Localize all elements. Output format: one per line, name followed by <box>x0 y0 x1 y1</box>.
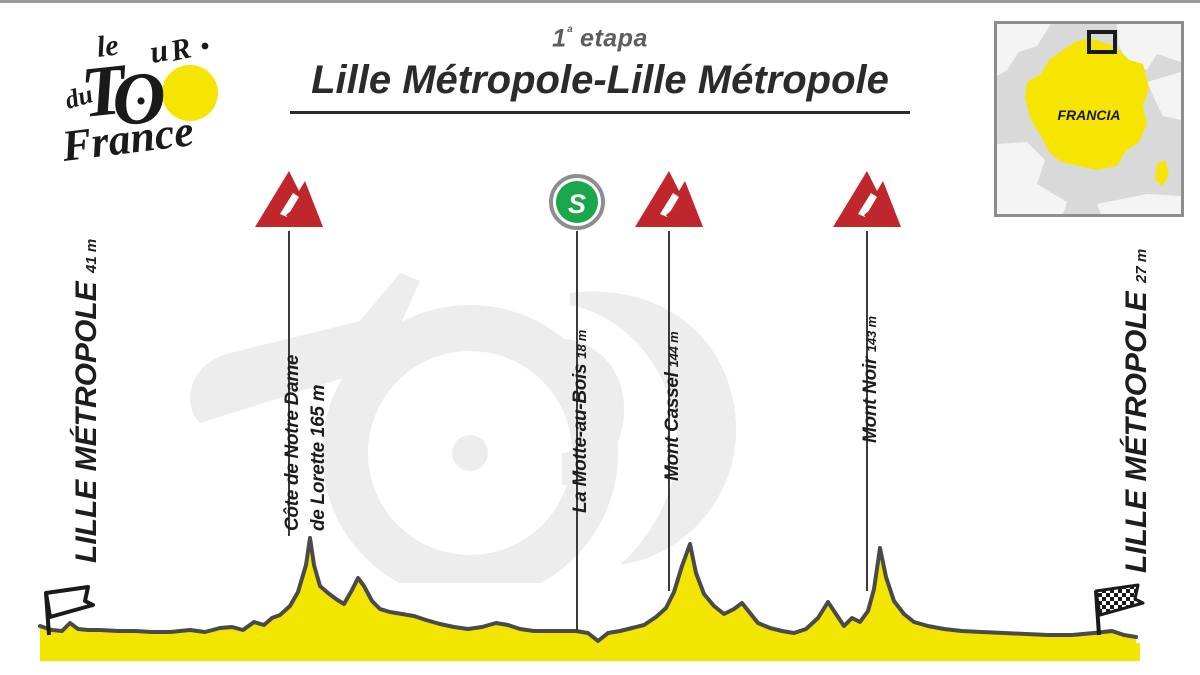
profile-area <box>40 538 1136 653</box>
finish-label: LILLE MÉTROPOLE 27 m <box>1120 249 1154 573</box>
poi-label-group-second: de Lorette 165 m <box>308 385 330 531</box>
poi-stem <box>866 231 868 591</box>
poi-name-line2: de Lorette <box>308 442 329 531</box>
france-shape <box>1025 38 1149 170</box>
poi-name-line1: Côte de Notre Dame <box>282 354 303 531</box>
poi-label-group: Côte de Notre Dame <box>282 355 304 531</box>
poi-label-group: Mont Cassel 144 m <box>662 332 684 481</box>
sprint-icon: S <box>548 173 606 231</box>
sprint-letter: S <box>568 189 586 219</box>
mountain-icon <box>633 169 705 231</box>
mountain-icon <box>253 169 325 231</box>
stage-ordinal: ª <box>566 24 573 41</box>
poi-label-group: La Motte-au-Bois 18 m <box>570 330 592 513</box>
poi-name-line1: La Motte-au-Bois <box>570 363 591 513</box>
title-underline <box>290 110 910 114</box>
stage-number: 1 <box>552 24 567 53</box>
poi-stem <box>288 231 290 536</box>
map-country-label: FRANCIA <box>1058 107 1121 123</box>
page-title: Lille Métropole-Lille Métropole <box>311 57 889 102</box>
poi-altitude: 144 m <box>666 331 681 368</box>
svg-text:R: R <box>167 31 194 68</box>
poi-stem <box>576 231 578 631</box>
finish-name: LILLE MÉTROPOLE <box>1120 291 1153 573</box>
svg-text:u: u <box>147 31 171 70</box>
start-name: LILLE MÉTROPOLE <box>70 281 103 563</box>
france-map-inset: FRANCIA <box>994 21 1184 217</box>
start-flag-icon <box>36 581 100 637</box>
stage-subtitle: 1ª etapa <box>280 24 920 53</box>
start-label: LILLE MÉTROPOLE 41 m <box>70 239 104 563</box>
profile-baseline-band <box>40 643 1140 661</box>
header: 1ª etapa Lille Métropole-Lille Métropole <box>280 24 920 114</box>
svg-text:France: France <box>58 106 196 171</box>
poi-name-line1: Mont Cassel <box>662 372 683 481</box>
tour-de-france-logo: le u R du T O France <box>40 21 240 171</box>
poi-stem <box>668 231 670 591</box>
mountain-icon <box>831 169 903 231</box>
corsica-shape <box>1155 160 1169 186</box>
logo-yellow-circle <box>162 65 218 121</box>
start-altitude: 41 m <box>83 238 100 273</box>
checkered-flag-icon <box>1086 581 1150 637</box>
poi-label-group: Mont Noir 143 m <box>860 316 882 443</box>
poi-name-line1: Mont Noir <box>860 357 881 443</box>
profile-line <box>38 536 1138 643</box>
svg-text:le: le <box>95 29 121 64</box>
poi-altitude: 165 m <box>308 384 329 438</box>
finish-altitude: 27 m <box>1133 248 1150 283</box>
poi-altitude: 143 m <box>864 316 879 353</box>
poi-altitude: 18 m <box>574 329 589 359</box>
stage-word: etapa <box>572 24 648 53</box>
stage-region-highlight <box>1087 30 1117 54</box>
